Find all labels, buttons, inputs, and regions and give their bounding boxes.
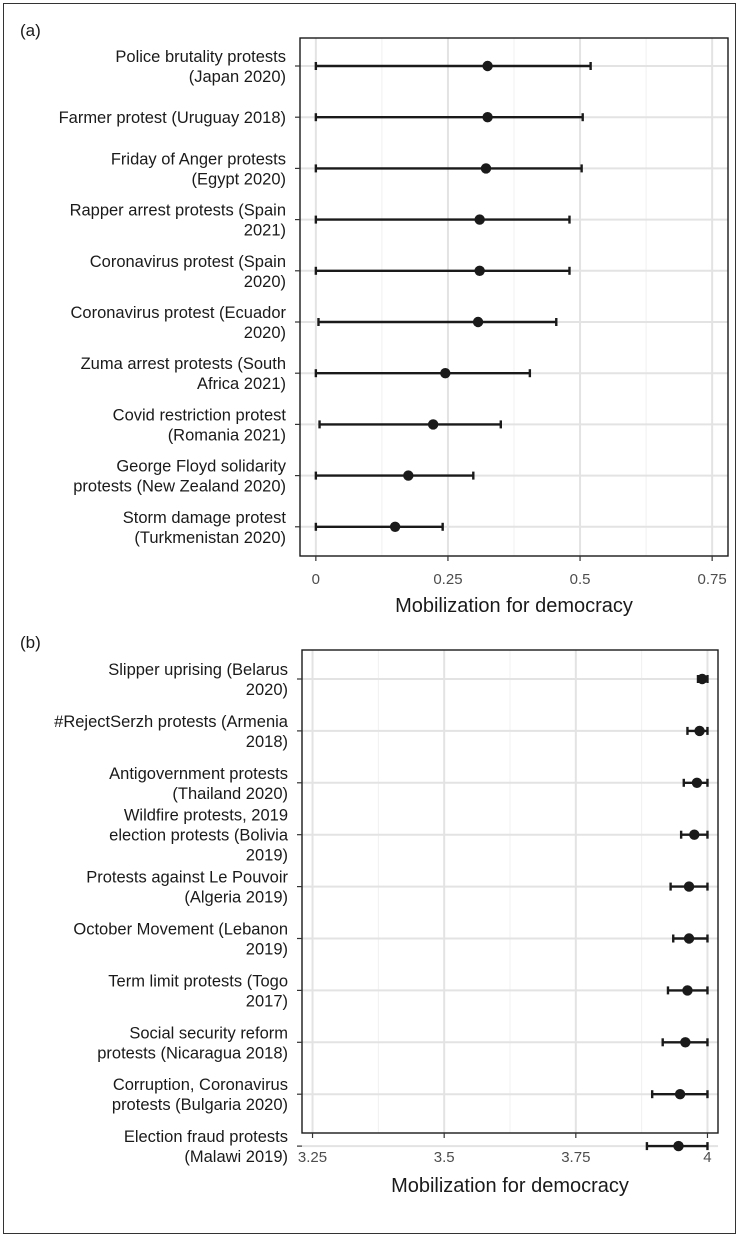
panel-a-point-estimate (474, 265, 485, 276)
panel-a-category-label: Coronavirus protest (Ecuador (70, 304, 286, 322)
panel-a-category-label: George Floyd solidarity (116, 458, 286, 476)
panel-b-category-label: Corruption, Coronavirus (113, 1076, 288, 1094)
panel-b-category-label: Social security reform (129, 1024, 288, 1042)
panel-b-point-estimate (697, 673, 708, 685)
panel-a-category-label: Farmer protest (Uruguay 2018) (59, 109, 286, 127)
panel-b-category-label: (Thailand 2020) (172, 785, 288, 803)
panel-b-category-label: 2019) (246, 941, 288, 959)
panel-a-category-label: 2021) (244, 222, 286, 240)
panel-a-category-label: Coronavirus protest (Spain (90, 253, 286, 271)
panel-a-category-label: Friday of Anger protests (111, 150, 286, 168)
panel-b-category-label: (Malawi 2019) (184, 1148, 288, 1166)
panel-b-category-label: #RejectSerzh protests (Armenia (54, 713, 289, 731)
panel-a-category-label: Africa 2021) (197, 375, 286, 393)
panel-a-category-label: (Egypt 2020) (192, 170, 286, 188)
panel-a-point-estimate (403, 470, 414, 481)
panel-a-category-label: Police brutality protests (115, 48, 286, 66)
panel-a-category-label: protests (New Zealand 2020) (73, 478, 286, 496)
panel-a-point-estimate (474, 214, 485, 225)
panel-b-category-label: Wildfire protests, 2019 (124, 807, 288, 825)
panel-b-category-label: 2019) (246, 847, 288, 865)
panel-a-category-label: (Romania 2021) (168, 426, 286, 444)
panel-b-category-label: October Movement (Lebanon (73, 921, 288, 939)
panel-a-plot-border (299, 37, 729, 557)
panel-a-category-label: 2020) (244, 273, 286, 291)
panel-a-x-tick-label: 0.25 (433, 571, 462, 588)
panel-b-point-estimate (683, 933, 695, 944)
panel-b-label: (b) (20, 633, 41, 652)
panel-b-category-label: 2018) (246, 733, 288, 751)
panel-a-point-estimate (427, 419, 439, 430)
panel-b-point-estimate (673, 1140, 684, 1152)
panel-b-category-label: Election fraud protests (124, 1128, 288, 1146)
panel-a-point-estimate (472, 316, 484, 328)
panel-b-point-estimate (691, 777, 703, 788)
panel-a-point-estimate (480, 163, 492, 174)
panel-b-point-estimate (682, 985, 693, 996)
panel-b-point-estimate (683, 881, 695, 892)
panel-b-x-tick-label: 3.75 (561, 1149, 590, 1166)
panel-b-category-label: Antigovernment protests (109, 765, 288, 783)
panel-b-category-label: protests (Nicaragua 2018) (97, 1044, 288, 1062)
panel-b-x-tick-label: 3.5 (434, 1149, 455, 1166)
panel-a-category-label: (Turkmenistan 2020) (134, 529, 286, 547)
panel-a-x-tick-label: 0.75 (698, 571, 727, 588)
panel-b-category-label: protests (Bulgaria 2020) (112, 1096, 288, 1114)
panel-a-category-label: Covid restriction protest (113, 406, 287, 424)
panel-a-x-tick-label: 0.5 (570, 571, 591, 588)
panel-b-category-label: Slipper uprising (Belarus (108, 661, 288, 679)
panel-a-point-estimate (482, 112, 493, 123)
panel-b-category-label: Protests against Le Pouvoir (86, 869, 288, 887)
panel-a-category-label: Storm damage protest (123, 509, 287, 527)
panel-b-point-estimate (694, 725, 705, 737)
panel-a-point-estimate (482, 60, 493, 72)
panel-b-category-label: election protests (Bolivia (109, 827, 289, 845)
panel-b-category-label: Term limit protests (Togo (108, 972, 288, 990)
panel-b-point-estimate (674, 1089, 686, 1100)
panel-a-category-label: 2020) (244, 324, 286, 342)
panel-b-category-label: 2017) (246, 992, 288, 1010)
panel-a-x-axis-title: Mobilization for democracy (395, 595, 633, 617)
panel-a-category-label: Rapper arrest protests (Spain (70, 202, 286, 220)
figure-frame (3, 3, 736, 1234)
panel-b-x-tick-label: 3.25 (298, 1149, 327, 1166)
panel-a-x-tick-label: 0 (312, 571, 320, 588)
panel-a-category-label: (Japan 2020) (189, 68, 286, 86)
panel-b-category-label: (Algeria 2019) (184, 889, 288, 907)
panel-b-plot-border (301, 649, 719, 1134)
panel-a-point-estimate (389, 521, 401, 532)
panel-b-point-estimate (689, 829, 700, 840)
panel-b-x-axis-title: Mobilization for democracy (391, 1175, 629, 1197)
panel-b-point-estimate (680, 1037, 691, 1048)
panel-a-point-estimate (440, 368, 451, 379)
panel-b-category-label: 2020) (246, 681, 288, 699)
panel-b-x-tick-label: 4 (703, 1149, 711, 1166)
panel-a-label: (a) (20, 21, 41, 40)
panel-a-category-label: Zuma arrest protests (South (81, 355, 286, 373)
